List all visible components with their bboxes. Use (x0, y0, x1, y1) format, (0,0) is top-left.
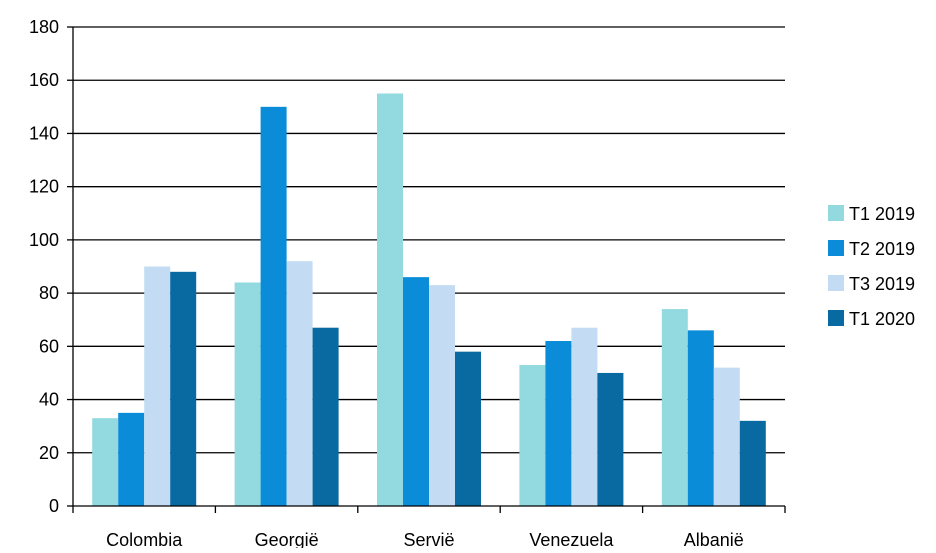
bar-t1-2020-albanië (739, 420, 766, 506)
y-tick-label: 100 (29, 230, 59, 250)
legend-label: T3 2019 (849, 274, 915, 294)
bar-t1-2019-colombia (92, 418, 119, 506)
y-tick-label: 60 (39, 336, 59, 356)
bar-t3-2019-venezuela (571, 327, 598, 506)
bar-t1-2020-servië (455, 351, 481, 506)
bar-t3-2019-servië (429, 285, 455, 506)
bar-t1-2020-colombia (170, 271, 197, 506)
bar-t3-2019-colombia (144, 266, 171, 506)
legend-label: T2 2019 (849, 239, 915, 259)
bar-t2-2019-venezuela (545, 341, 572, 506)
legend-label: T1 2019 (849, 204, 915, 224)
x-category-label: Colombia (106, 530, 183, 548)
bar-t3-2019-albanië (713, 367, 740, 506)
bar-t2-2019-albanië (687, 330, 714, 506)
bar-t1-2019-georgië (234, 282, 261, 506)
legend-item: T3 2019 (828, 274, 915, 294)
bar-t1-2019-servië (377, 93, 403, 507)
legend-label: T1 2020 (849, 309, 915, 329)
bar-t1-2020-venezuela (597, 372, 624, 506)
y-tick-label: 40 (39, 390, 59, 410)
legend-item: T2 2019 (828, 239, 915, 259)
y-tick-label: 120 (29, 177, 59, 197)
bar-t1-2019-venezuela (519, 364, 546, 506)
bar-t3-2019-georgië (286, 261, 313, 506)
legend-item: T1 2020 (828, 309, 915, 329)
bar-t2-2019-georgië (260, 106, 287, 506)
bar-t1-2020-georgië (312, 327, 339, 506)
bars (92, 93, 766, 507)
x-category-label: Georgië (255, 530, 319, 548)
legend-swatch (828, 310, 844, 326)
legend-item: T1 2019 (828, 204, 915, 224)
legend: T1 2019 T2 2019 T3 2019 T1 2020 (828, 204, 915, 329)
bar-t2-2019-colombia (118, 412, 145, 506)
axes (67, 26, 786, 513)
x-category-label: Albanië (684, 530, 744, 548)
y-tick-label: 20 (39, 443, 59, 463)
y-tick-label: 160 (29, 70, 59, 90)
x-category-label: Venezuela (529, 530, 614, 548)
legend-swatch (828, 240, 844, 256)
x-category-labels: Colombia Georgië Servië Venezuela Albanië (106, 530, 744, 550)
y-tick-label: 140 (29, 123, 59, 143)
y-tick-label: 0 (49, 496, 59, 516)
x-category-label: Servië (403, 530, 454, 548)
y-tick-label: 80 (39, 283, 59, 303)
bar-t2-2019-servië (403, 277, 429, 506)
legend-swatch (828, 275, 844, 291)
legend-swatch (828, 205, 844, 221)
y-tick-label: 180 (29, 17, 59, 37)
y-tick-labels: 0 20 40 60 80 100 120 140 160 180 (29, 17, 59, 516)
bar-t1-2019-albanië (661, 309, 688, 506)
